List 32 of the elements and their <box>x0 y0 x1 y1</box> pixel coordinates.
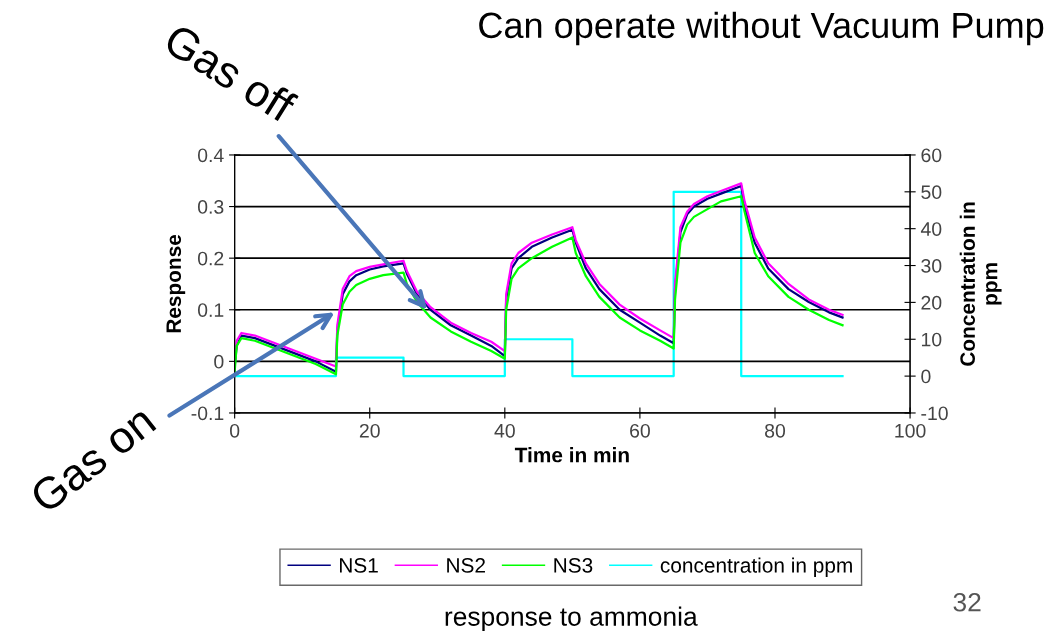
x-tick-label: 20 <box>359 423 380 438</box>
x-tick-label: 100 <box>895 423 926 438</box>
y-tick-label: 0 <box>214 354 224 369</box>
x-tick-label: 60 <box>630 423 650 438</box>
y2-tick-label: 10 <box>921 332 942 347</box>
annotation: Gas on <box>28 404 157 515</box>
y2-tick-label: 30 <box>921 259 942 273</box>
y2-tick-label: 20 <box>921 295 942 310</box>
y-axis-title: Response <box>166 234 186 333</box>
text: 32 <box>953 592 981 612</box>
x-tick-label: 0 <box>230 423 240 438</box>
text: response to ammonia <box>445 606 698 632</box>
x-axis-title: Time in min <box>514 447 629 463</box>
annotation: Gas off <box>162 21 299 124</box>
y2-tick-label: 0 <box>921 369 931 384</box>
y-tick-label: 0.2 <box>197 251 224 266</box>
y-tick-label: -0.1 <box>191 406 224 421</box>
legend-label: concentration in ppm <box>660 557 852 577</box>
y-tick-label: 0.4 <box>197 148 224 163</box>
y-tick-label: 0.3 <box>197 200 224 214</box>
y2-axis-title: Concentration in ppm <box>959 202 1002 366</box>
legend-label: NS3 <box>554 558 593 573</box>
y-tick-label: 0.1 <box>197 303 224 317</box>
legend-label: NS2 <box>447 558 485 573</box>
chart-title: Can operate without Vacuum Pump <box>479 11 1044 46</box>
y2-tick-label: -10 <box>921 406 948 421</box>
y2-tick-label: 50 <box>921 185 942 200</box>
x-tick-label: 40 <box>494 423 515 438</box>
x-tick-label: 80 <box>765 423 786 438</box>
y2-tick-label: 60 <box>921 148 942 163</box>
legend-label: NS1 <box>340 558 378 573</box>
y2-tick-label: 40 <box>920 222 942 236</box>
